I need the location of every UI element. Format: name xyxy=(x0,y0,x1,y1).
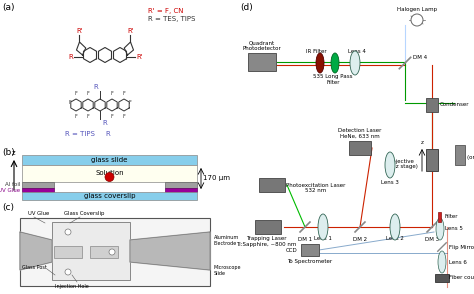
Text: R': R' xyxy=(76,28,83,34)
Bar xyxy=(259,178,285,192)
Bar xyxy=(165,188,197,192)
Bar xyxy=(22,188,54,192)
Text: R: R xyxy=(93,84,98,90)
Bar xyxy=(54,246,82,258)
Bar xyxy=(52,222,130,280)
Text: Lens 4: Lens 4 xyxy=(348,49,366,54)
Text: R': R' xyxy=(137,54,143,60)
Text: DM 1: DM 1 xyxy=(298,237,312,242)
Bar xyxy=(301,244,319,256)
Text: R: R xyxy=(102,120,107,126)
Bar xyxy=(22,155,197,165)
Text: F: F xyxy=(87,114,90,119)
Bar xyxy=(165,182,197,188)
Ellipse shape xyxy=(390,214,400,240)
Text: Solution: Solution xyxy=(95,170,124,176)
Text: Photoexcitation Laser
532 nm: Photoexcitation Laser 532 nm xyxy=(286,183,346,193)
Text: DM 3: DM 3 xyxy=(425,237,439,242)
Text: F: F xyxy=(74,114,77,119)
Text: CCD: CCD xyxy=(286,248,298,253)
Text: To Spectrometer: To Spectrometer xyxy=(287,259,333,264)
Text: R = TIPS: R = TIPS xyxy=(65,131,95,137)
Bar xyxy=(22,182,54,188)
Text: glass slide: glass slide xyxy=(91,157,128,163)
Bar xyxy=(248,53,276,71)
Polygon shape xyxy=(130,232,210,270)
Text: Quadrant
Photodetector: Quadrant Photodetector xyxy=(243,40,282,51)
Text: (d): (d) xyxy=(240,3,253,12)
Circle shape xyxy=(105,173,114,181)
Text: z: z xyxy=(12,150,16,156)
Text: IR Filter: IR Filter xyxy=(306,49,326,54)
Text: Lens 6: Lens 6 xyxy=(449,260,467,265)
Text: F: F xyxy=(74,91,77,96)
Bar xyxy=(435,274,449,282)
Ellipse shape xyxy=(385,152,395,178)
Text: F: F xyxy=(129,99,132,104)
Text: DM 4: DM 4 xyxy=(413,55,427,60)
Bar xyxy=(426,98,438,112)
Text: R: R xyxy=(69,54,73,60)
Text: Condenser: Condenser xyxy=(440,103,470,108)
Text: UV Glue: UV Glue xyxy=(28,211,49,216)
Text: Trapping Laser
Ti:Sapphire, ~800 nm: Trapping Laser Ti:Sapphire, ~800 nm xyxy=(236,236,296,247)
Text: Sample
(on x-y stage): Sample (on x-y stage) xyxy=(467,150,474,161)
Circle shape xyxy=(65,269,71,275)
Text: 535 Long Pass
Filter: 535 Long Pass Filter xyxy=(313,74,353,85)
Ellipse shape xyxy=(350,51,360,75)
Text: F: F xyxy=(87,91,90,96)
Text: Lens 1: Lens 1 xyxy=(314,236,332,241)
Text: 170 μm: 170 μm xyxy=(203,175,230,181)
Bar xyxy=(22,165,197,182)
Text: glass coverslip: glass coverslip xyxy=(84,193,135,199)
Text: Microscope
Slide: Microscope Slide xyxy=(214,265,241,276)
Text: z: z xyxy=(420,140,423,145)
Text: F: F xyxy=(110,114,113,119)
Text: Objective
(on z stage): Objective (on z stage) xyxy=(385,158,418,169)
Text: R = TES, TIPS: R = TES, TIPS xyxy=(148,16,195,22)
Text: Halogen Lamp: Halogen Lamp xyxy=(397,7,437,12)
Ellipse shape xyxy=(316,53,324,73)
Text: F: F xyxy=(110,91,113,96)
Bar xyxy=(255,220,281,234)
Bar xyxy=(20,218,210,286)
Text: Fiber coupler: Fiber coupler xyxy=(449,275,474,280)
Text: F: F xyxy=(123,91,126,96)
Bar xyxy=(426,149,438,171)
Text: (c): (c) xyxy=(2,203,14,212)
Text: UV Glue: UV Glue xyxy=(0,188,20,193)
Text: Injection Hole: Injection Hole xyxy=(55,284,89,289)
Bar xyxy=(455,145,465,165)
Bar xyxy=(90,246,118,258)
Text: Glass Post: Glass Post xyxy=(22,265,47,270)
Polygon shape xyxy=(20,232,52,270)
Ellipse shape xyxy=(436,218,444,240)
Text: Lens 3: Lens 3 xyxy=(381,180,399,185)
Circle shape xyxy=(109,249,115,255)
Text: DM 2: DM 2 xyxy=(353,237,367,242)
Text: (a): (a) xyxy=(2,3,15,12)
Text: Lens 5: Lens 5 xyxy=(445,226,463,231)
Text: (b): (b) xyxy=(2,148,15,157)
Text: Detection Laser
HeNe, 633 nm: Detection Laser HeNe, 633 nm xyxy=(338,128,382,139)
Text: Lens 2: Lens 2 xyxy=(386,236,404,241)
Circle shape xyxy=(65,229,71,235)
Text: F: F xyxy=(123,114,126,119)
Text: Flip Mirror: Flip Mirror xyxy=(449,245,474,250)
Text: Filter: Filter xyxy=(445,215,458,220)
Text: F: F xyxy=(68,99,71,104)
Ellipse shape xyxy=(318,214,328,240)
Text: R' = F, CN: R' = F, CN xyxy=(148,8,183,14)
Bar xyxy=(22,192,197,200)
Text: Aluminum
Electrode: Aluminum Electrode xyxy=(214,235,239,246)
Bar xyxy=(438,212,441,222)
Circle shape xyxy=(411,14,423,26)
Ellipse shape xyxy=(438,251,446,273)
Bar xyxy=(349,141,371,155)
Text: R: R xyxy=(105,131,110,137)
Text: Al foil: Al foil xyxy=(5,183,20,188)
Ellipse shape xyxy=(331,53,339,73)
Text: Glass Coverslip: Glass Coverslip xyxy=(64,211,104,216)
Text: R': R' xyxy=(127,28,134,34)
